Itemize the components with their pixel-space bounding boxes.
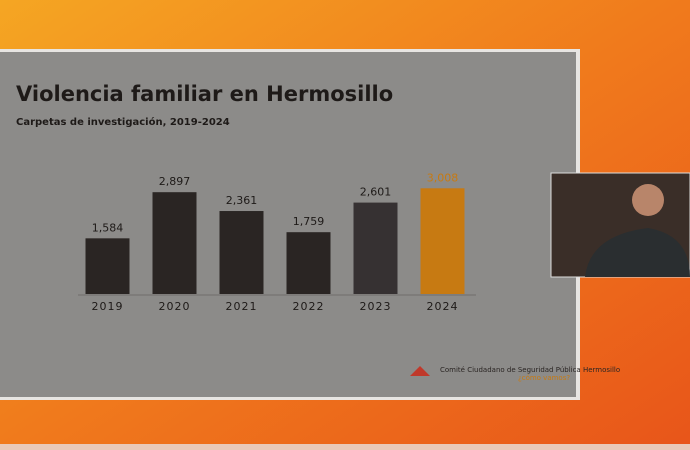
speaker-head: [632, 184, 664, 216]
value-label: 2,601: [360, 186, 392, 199]
chart-title: Violencia familiar en Hermosillo: [16, 82, 393, 106]
logo-partner: ¿cómo vamos?: [518, 374, 570, 382]
slide: [0, 52, 576, 397]
bar: [420, 188, 465, 294]
x-tick-label: 2022: [293, 300, 325, 313]
x-tick-label: 2024: [427, 300, 459, 313]
bar: [219, 211, 264, 294]
value-label: 2,897: [159, 175, 191, 188]
logo-committee: Comité Ciudadano de Seguridad Pública He…: [440, 366, 620, 374]
x-tick-label: 2023: [360, 300, 392, 313]
x-tick-label: 2020: [159, 300, 191, 313]
bar: [152, 192, 197, 294]
bar: [85, 238, 130, 294]
value-label: 3,008: [427, 171, 459, 184]
bar: [286, 232, 331, 294]
x-tick-label: 2021: [226, 300, 258, 313]
speaker-body: [585, 228, 690, 277]
value-label: 2,361: [226, 194, 258, 207]
value-label: 1,759: [293, 215, 325, 228]
value-label: 1,584: [92, 221, 124, 234]
bottom-strip: [0, 444, 690, 450]
x-tick-label: 2019: [92, 300, 124, 313]
chart-subtitle: Carpetas de investigación, 2019-2024: [16, 116, 230, 128]
logo-icon: [410, 366, 430, 376]
bar: [353, 202, 398, 294]
